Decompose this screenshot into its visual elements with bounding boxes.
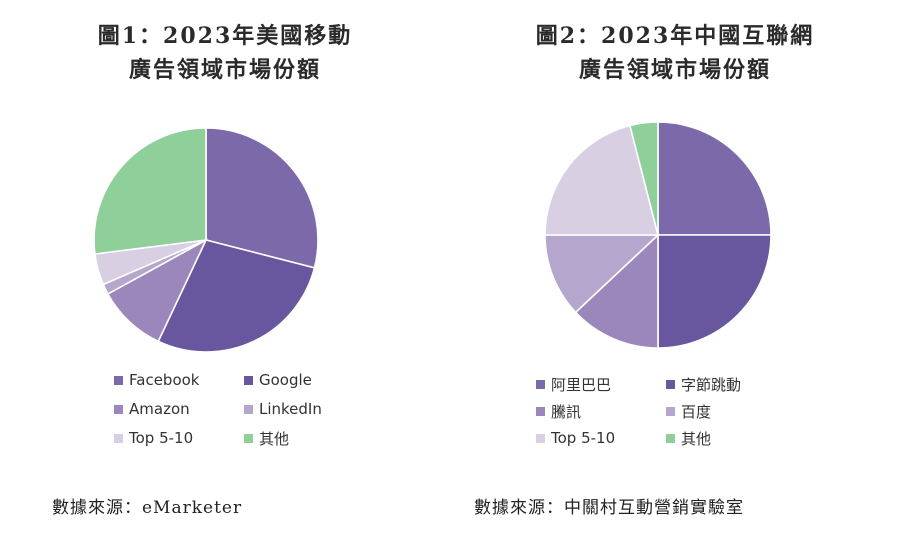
chart-1-legend-item: Google [244, 370, 312, 390]
chart-2-pie-slice-3 [544, 234, 661, 314]
chart-1-pie-slice-5 [93, 127, 207, 255]
chart-1-legend-swatch [114, 404, 123, 414]
chart-1-legend-swatch [244, 404, 253, 414]
chart-1-legend-label: 其他 [259, 429, 290, 448]
chart-2-legend-item: 騰訊 [536, 401, 581, 421]
chart-2-legend-item: 百度 [666, 401, 711, 421]
chart-1-legend-item: Amazon [114, 399, 190, 419]
chart-2-title-line2: 廣告領域市場份額 [578, 57, 771, 83]
chart-1-legend-item: Top 5-10 [114, 428, 193, 448]
chart-2-legend-label: 騰訊 [551, 402, 582, 421]
chart-1-legend-item: Facebook [114, 370, 199, 390]
chart-2-legend-item: 其他 [666, 428, 711, 448]
chart-1-title-line1: 圖1：2023年美國移動 [97, 23, 353, 49]
chart-2-legend-swatch [666, 406, 675, 416]
chart-1-title-line2: 廣告領域市場份額 [128, 57, 321, 83]
chart-1-legend-swatch [244, 375, 253, 385]
chart-1-legend-label: LinkedIn [259, 400, 322, 418]
chart-2-legend-swatch [536, 379, 545, 389]
chart-2-legend-swatch [536, 406, 545, 416]
chart-1-legend-label: Facebook [129, 371, 200, 389]
chart-1-legend-swatch [114, 375, 123, 385]
chart-2-pie [544, 121, 772, 349]
chart-2-legend-label: 字節跳動 [681, 375, 742, 394]
chart-2-legend-swatch [666, 379, 675, 389]
chart-2-legend-item: Top 5-10 [536, 428, 615, 448]
chart-2-legend-swatch [536, 433, 545, 443]
chart-1-pie-slice-0 [205, 127, 319, 269]
chart-panel-1: 圖1：2023年美國移動 廣告領域市場份額 Facebook Google Amaz… [52, 23, 353, 518]
chart-2-pie-slice-2 [574, 233, 659, 349]
chart-2-legend-label: 阿里巴巴 [551, 375, 612, 394]
chart-1-source: 數據來源：eMarketer [52, 498, 243, 518]
chart-2-legend-item: 阿里巴巴 [536, 374, 611, 394]
chart-1-legend-label: Top 5-10 [129, 429, 194, 447]
chart-1-legend-item: LinkedIn [244, 399, 322, 419]
chart-1-legend-item: 其他 [244, 428, 289, 448]
chart-2-legend-label: 百度 [681, 402, 712, 421]
chart-1-legend-label: Google [259, 371, 312, 389]
chart-1-legend-swatch [244, 433, 253, 443]
chart-2-title-line1: 圖2：2023年中國互聯網 [535, 23, 815, 49]
chart-1-pie-slice-1 [157, 239, 316, 353]
chart-2-source: 數據來源：中關村互動營銷實驗室 [474, 498, 744, 518]
chart-2-pie-slice-1 [657, 234, 772, 349]
chart-1-legend-label: Amazon [129, 400, 190, 418]
chart-panel-2: 圖2：2023年中國互聯網 廣告領域市場份額 阿里巴巴 字節跳動騰訊 百度 Top 5… [450, 0, 900, 544]
chart-2-legend-label: 其他 [681, 429, 712, 448]
chart-1-legend-swatch [114, 433, 123, 443]
chart-1-pie [93, 127, 319, 353]
chart-2-pie-slice-0 [657, 121, 772, 236]
chart-2-legend-label: Top 5-10 [551, 429, 616, 447]
chart-2-pie-slice-4 [544, 124, 660, 236]
chart-2-pie-slice-5 [628, 121, 659, 236]
chart-2-legend-item: 字節跳動 [666, 374, 741, 394]
chart-2-legend-swatch [666, 433, 675, 443]
